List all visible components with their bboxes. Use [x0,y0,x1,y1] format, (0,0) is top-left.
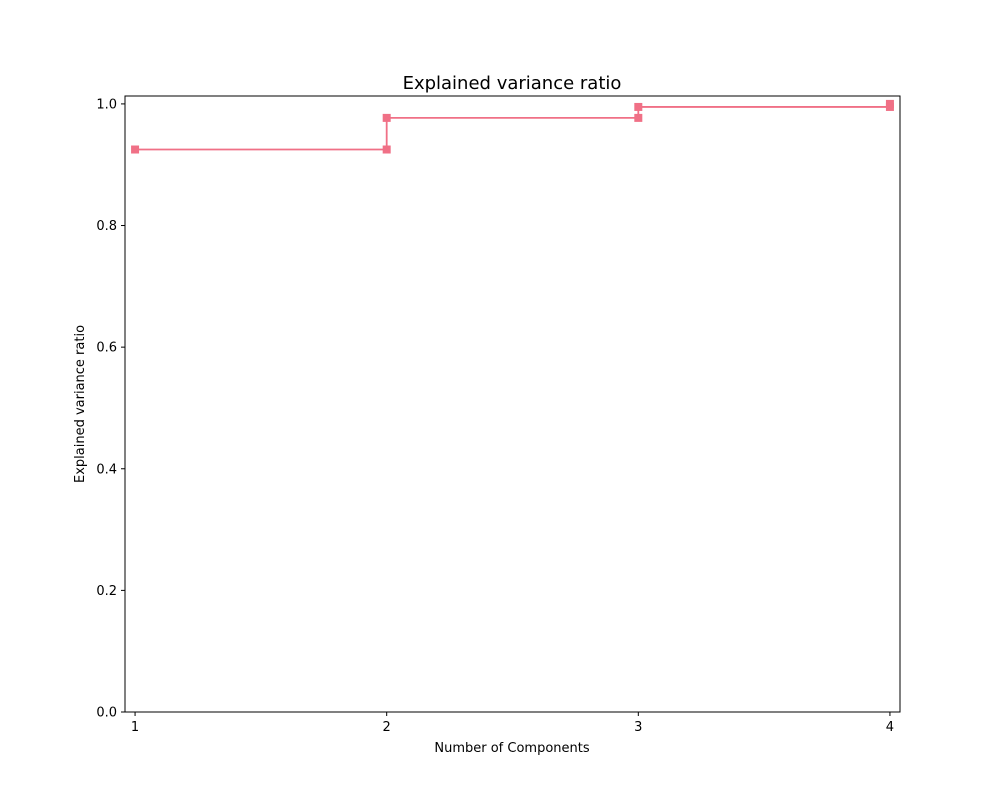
y-tick-label: 0.0 [96,706,117,721]
y-tick-label: 1.0 [96,97,117,112]
series-point-marker [634,102,643,111]
series-point-marker [885,99,894,108]
ticks-layer: 1 2 3 4 0.0 0.2 0.4 0.6 0.8 1.0 [96,97,894,735]
y-tick-label: 0.4 [96,462,117,477]
y-tick-label: 0.2 [96,584,117,599]
x-tick-label: 1 [131,720,139,735]
x-tick-label: 3 [634,720,642,735]
series-point-marker [382,113,391,122]
series-point-marker [131,145,140,154]
x-axis-label: Number of Components [434,741,589,756]
series-layer [131,99,894,154]
x-tick-label: 4 [886,720,894,735]
x-tick-label: 2 [383,720,391,735]
y-axis-label: Explained variance ratio [73,325,88,483]
y-tick-label: 0.8 [96,219,117,234]
chart-title: Explained variance ratio [403,73,622,94]
series-step-line [135,103,891,151]
plot-frame [124,95,901,713]
series-point-marker [634,113,643,122]
y-tick-label: 0.6 [96,341,117,356]
series-point-marker [382,145,391,154]
